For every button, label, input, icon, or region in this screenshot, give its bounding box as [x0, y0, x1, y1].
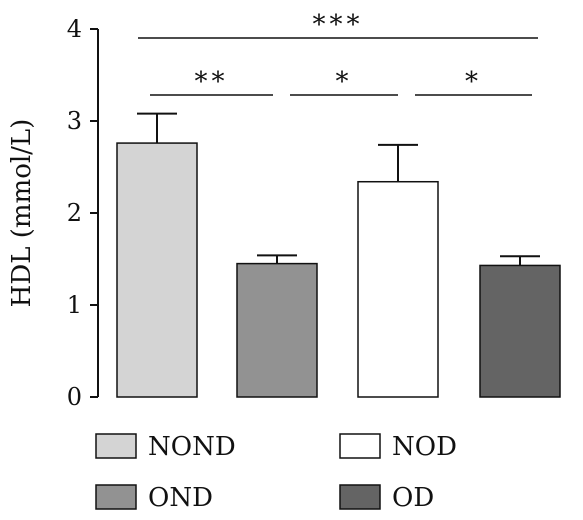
y-axis-label: HDL (mmol/L): [7, 119, 37, 308]
legend-label: NOD: [392, 432, 457, 462]
y-tick-label: 0: [67, 383, 82, 411]
significance-label: **: [195, 67, 229, 97]
legend-swatch: [339, 484, 381, 510]
bar-od: [479, 264, 561, 398]
bar-ond: [236, 262, 318, 398]
y-tick-label: 2: [67, 199, 82, 227]
legend-label: OND: [148, 483, 213, 513]
legend-swatch: [339, 433, 381, 459]
bar-nod: [357, 180, 439, 398]
legend-label: NOND: [148, 432, 236, 462]
significance-label: *: [336, 67, 353, 97]
legend-swatch: [95, 484, 137, 510]
axis-layer: 0 1 2 3 4: [67, 15, 99, 411]
y-tick-label: 4: [67, 15, 82, 43]
bar-layer: [116, 112, 561, 398]
bar-nond: [116, 142, 198, 398]
legend-label: OD: [392, 483, 434, 513]
significance-layer: ***** * *: [138, 10, 538, 97]
significance-label: *: [465, 67, 482, 97]
significance-label: ***: [313, 10, 364, 40]
legend: NOND NOD OND OD: [95, 432, 457, 513]
y-tick-label: 3: [67, 107, 82, 135]
legend-swatch: [95, 433, 137, 459]
y-tick-label: 1: [67, 291, 82, 319]
